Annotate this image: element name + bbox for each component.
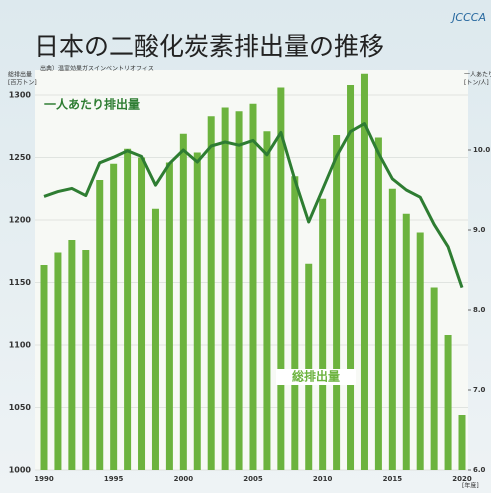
y-tick-label: 1300	[9, 91, 32, 100]
bar	[305, 263, 313, 470]
bar	[416, 232, 424, 470]
bar	[40, 265, 48, 470]
bar	[388, 188, 396, 470]
y2-label: [トン/人]	[464, 80, 489, 87]
y-tick-label: 1250	[9, 153, 32, 162]
bar	[444, 335, 452, 470]
bar	[277, 87, 285, 470]
bar	[235, 111, 243, 470]
x-tick-label: 2015	[383, 475, 403, 483]
bar	[291, 176, 299, 470]
legend-line: 一人あたり排出量	[44, 97, 140, 112]
y2-tick-label: 8.0	[473, 306, 486, 314]
bar	[263, 131, 271, 470]
bar	[124, 148, 132, 470]
legend-bg	[276, 369, 356, 385]
bar	[179, 133, 187, 470]
y-tick-label: 1050	[9, 403, 32, 412]
bar	[319, 198, 327, 470]
bar	[360, 73, 368, 470]
legend-bar: 総排出量	[292, 369, 340, 384]
bar	[54, 252, 62, 470]
x-tick-label: 1995	[104, 475, 124, 483]
x-tick-label: 2020	[452, 475, 472, 483]
bar	[221, 107, 229, 470]
y2-tick-label: 6.0	[473, 466, 486, 474]
y-tick-label: 1150	[9, 278, 32, 287]
bar	[333, 135, 341, 470]
bar	[151, 208, 159, 470]
bar	[96, 180, 104, 470]
bar	[138, 157, 146, 470]
bar	[82, 250, 90, 470]
bar	[458, 415, 466, 470]
x-tick-label: 2005	[243, 475, 263, 483]
y-tick-label: 1000	[9, 466, 32, 475]
y2-tick-label: 9.0	[473, 226, 486, 234]
line	[43, 122, 464, 289]
bar	[110, 163, 118, 470]
bar	[165, 162, 173, 470]
bar	[402, 213, 410, 470]
bar	[193, 152, 201, 470]
bar	[207, 116, 215, 470]
chart-title: 日本の二酸化炭素排出量の推移	[34, 32, 384, 61]
x-tick-label: 2010	[313, 475, 333, 483]
bar	[347, 85, 355, 470]
bar	[68, 240, 76, 470]
y-label: [百万トン]	[8, 80, 37, 87]
y2-label: 一人あたり排出量	[464, 71, 491, 79]
x-unit: [年度]	[462, 482, 479, 490]
x-tick-label: 1990	[34, 475, 54, 483]
y2-tick-label: 7.0	[473, 386, 486, 394]
y-label: 総排出量	[8, 71, 32, 79]
bar	[249, 103, 257, 470]
bar	[374, 137, 382, 470]
bar	[430, 287, 438, 470]
x-tick-label: 2000	[174, 475, 194, 483]
logo: JCCCA	[450, 11, 486, 24]
y-tick-label: 1100	[9, 341, 32, 350]
y-tick-label: 1200	[9, 216, 32, 225]
source: 出典）温室効果ガスインベントリオフィス	[40, 65, 154, 73]
y2-tick-label: 10.0	[473, 146, 490, 154]
